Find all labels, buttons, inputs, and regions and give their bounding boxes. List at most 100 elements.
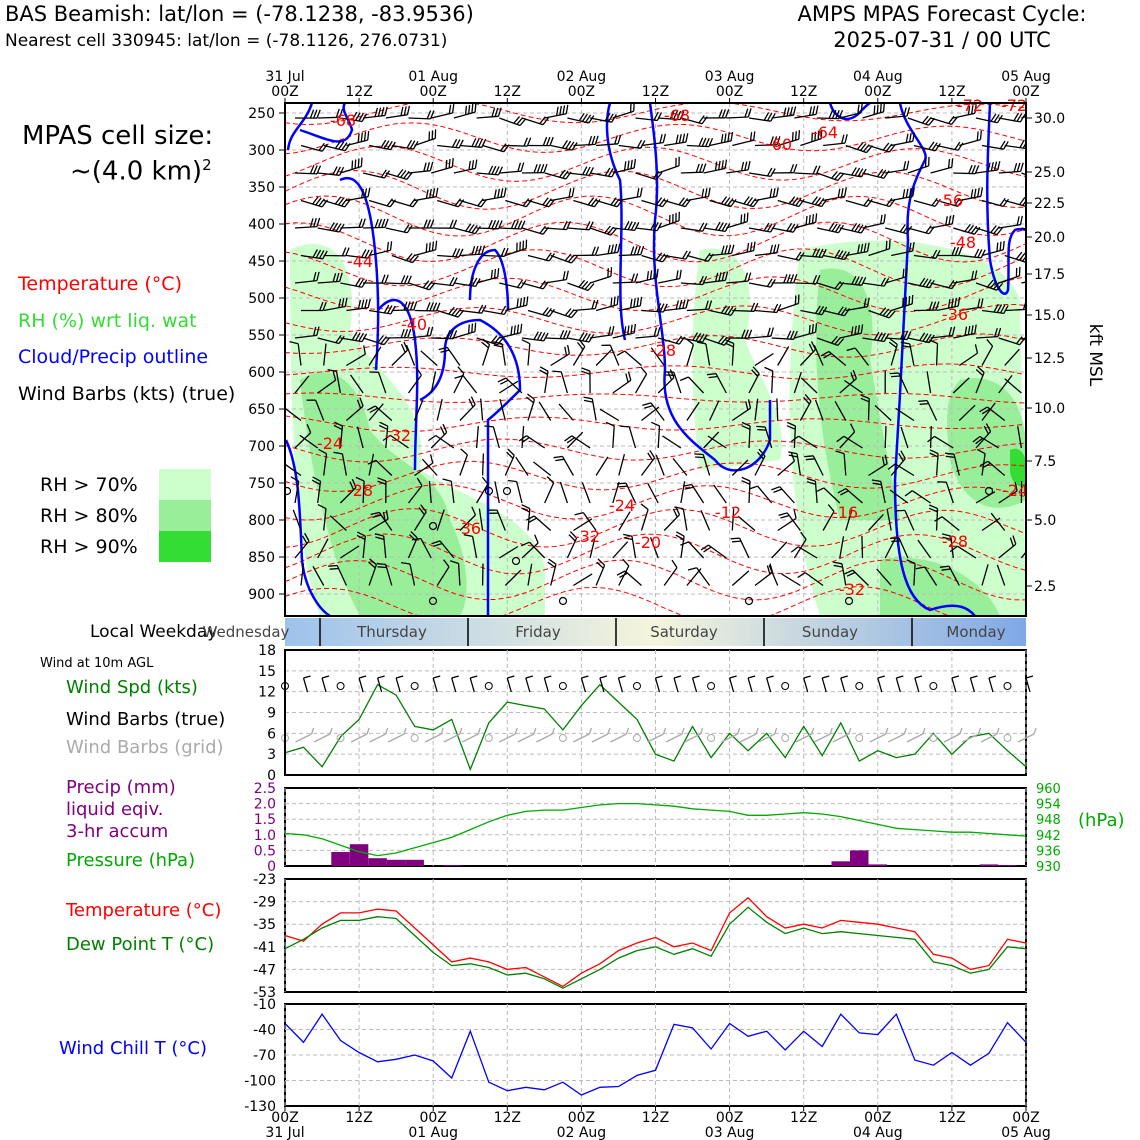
temperature-contour [286,333,1026,358]
wind-barb-grid [533,727,537,735]
wind-barb-flag [516,298,519,308]
wind-barb-shaft [975,117,998,124]
wind-barb-flag [636,188,640,198]
wind-barb-shaft [294,279,317,284]
wind-barb-flag [454,198,462,207]
wind-barb-flag [481,304,487,314]
wind-barb-flag [438,346,448,351]
wind-barb-shaft [839,172,862,178]
wind-barb-flag [741,329,746,339]
wind-barb-flag [633,298,636,308]
wind-barb-calm [1003,682,1012,690]
wind-barb-shaft [618,511,631,531]
wind-barbs [286,103,1045,606]
wind-barb-shaft [499,398,506,421]
wind-barb-shaft [664,199,686,208]
wind-barb-flag [804,455,814,458]
wind-barb-shaft [544,278,567,284]
wind-barb-flag [974,270,978,280]
wind-barb-flag [588,136,593,145]
wind-barb-true [951,675,960,679]
wind-barb-shaft [682,508,688,531]
wind-barb-shaft [532,461,552,477]
y-tick-label: -100 [244,1074,276,1090]
wind-barb-flag [1013,163,1018,173]
wind-barb-flag [553,455,563,459]
wind-barb-shaft [731,407,751,422]
wind-barb-flag [385,510,389,520]
wind-barb-flag [588,167,594,176]
wind-barb-flag [377,335,384,344]
wind-barb-flag [846,571,856,577]
wind-barb-flag [526,137,532,147]
wind-barb-flag [905,188,909,198]
wind-barb-flag [370,511,380,516]
wind-barb-flag [361,299,365,309]
wind-barb-flag [860,397,870,403]
wind-barb-flag [911,294,914,304]
time-tick-bottom: 00Z [716,1110,743,1126]
wind-barb-flag [702,276,708,285]
wind-barb-shaft [476,483,489,504]
wind-barb-flag [471,103,474,114]
wind-barb-flag [338,298,342,308]
wind-barb-flag [927,435,935,443]
wind-barb-flag [429,302,434,312]
wind-barb-flag [731,540,742,543]
wind-barb-flag [400,275,406,284]
wind-barb-grid [440,727,444,735]
wind-barb-grid-calm [632,734,641,742]
wind-barb-shaft [686,195,709,202]
wind-barb-flag [696,341,707,345]
wind-barb-flag [564,346,568,356]
wind-barb-flag [429,454,434,464]
rh-region [692,248,782,470]
wind-barb-flag [457,366,465,374]
wind-barb-flag [681,198,689,207]
precip-label-1: Precip (mm) [66,777,176,798]
wind-barb-grid [996,727,1000,735]
wind-barb-shaft [862,172,885,179]
wind-barb-shaft [499,332,521,339]
wind-barb-flag [329,567,339,570]
wind-barb-flag [708,138,714,147]
wind-barb-shaft [582,512,597,531]
wind-barb-shaft [390,434,409,449]
temperature-contour [286,103,1026,126]
wind-barb-flag [772,244,777,254]
wind-barb-flag [452,248,457,257]
wind-barb-shaft [478,508,484,531]
wind-barb-shaft [957,545,977,559]
wind-barb-flag [548,199,556,208]
wind-barb-shaft [459,253,482,257]
time-tick-bottom: 00Z [1012,1110,1039,1126]
calm-circle [286,486,292,496]
wind-barb-shaft [929,425,932,449]
wind-barb-shaft [368,309,391,315]
wind-barb-shaft [385,114,408,119]
temperature-label: Temperature (°C) [66,900,222,921]
wind-barb-shaft [618,253,641,257]
wind-barb-grid [573,733,590,743]
wind-barb-flag [743,213,746,223]
wind-barb-shaft [953,454,960,476]
wind-barb-flag [724,245,728,255]
wind-barb-shaft [996,564,1006,586]
wind-barb-shaft [624,350,642,366]
wind-barb-flag [623,537,633,541]
wind-barb-flag [425,302,431,312]
legend-rh90-label: RH > 90% [40,536,138,558]
wind-barb-flag [1039,337,1045,344]
wind-barb-flag [433,542,443,547]
wind-barb-shaft [446,347,461,366]
wind-barb-shaft [409,563,416,586]
wind-barb-flag [369,558,377,566]
wind-barb-flag [942,536,952,541]
temperature-contour [286,304,1026,336]
time-tick-bottom: 12Z [790,1110,817,1126]
wind-barb-grid [499,733,516,743]
wind-barb-flag [604,112,611,122]
wind-barb-shaft [340,545,360,559]
wind-barb-shaft [596,251,618,257]
wind-chill-label: Wind Chill T (°C) [59,1038,207,1059]
